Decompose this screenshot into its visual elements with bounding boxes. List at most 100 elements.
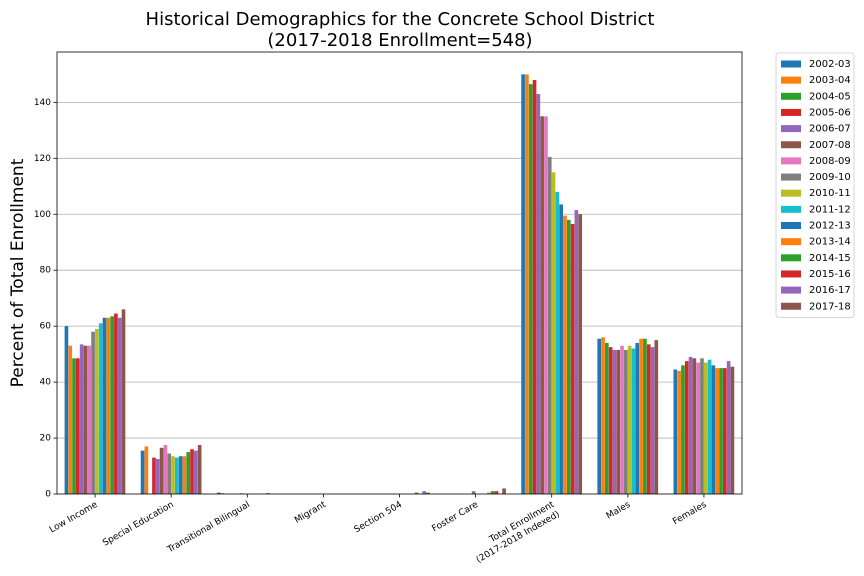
bars [64,74,735,495]
bar-2009-10-cat-0 [91,331,95,494]
bar-2007-08-cat-8 [692,358,697,494]
legend-swatch [781,157,801,165]
bar-2006-07-cat-6 [536,93,541,495]
y-tick-label: 40 [40,378,52,388]
bar-2005-06-cat-1 [152,457,156,494]
bar-2009-10-cat-8 [700,358,704,494]
bar-2011-12-cat-7 [631,348,636,494]
bar-2014-15-cat-8 [719,368,723,494]
bar-2016-17-cat-8 [726,361,731,494]
bar-2006-07-cat-0 [79,344,84,494]
x-tick-label: Section 504 [353,500,405,536]
bar-2014-15-cat-5 [490,491,495,494]
legend-label: 2014-15 [809,253,851,264]
bar-2004-05-cat-7 [605,342,609,494]
legend-swatch [781,173,801,181]
bar-2016-17-cat-0 [117,317,122,494]
bar-2015-16-cat-8 [722,368,727,494]
y-tick-label: 20 [40,434,52,444]
x-tick-label: Foster Care [430,500,480,535]
bar-2014-15-cat-1 [186,452,191,494]
x-tick-label: Males [605,500,633,522]
bar-2011-12-cat-6 [555,191,560,494]
bar-2006-07-cat-1 [155,459,160,494]
bar-2012-13-cat-8 [711,365,716,494]
legend-label: 2007-08 [809,140,851,151]
y-tick-label: 100 [34,210,51,220]
legend-swatch [781,238,801,246]
bar-2006-07-cat-7 [612,349,617,494]
legend-swatch [781,302,801,310]
bar-2013-14-cat-0 [106,317,111,494]
y-axis-label: Percent of Total Enrollment [8,158,28,387]
legend-swatch [781,92,801,100]
y-axis-ticks: 0 20 40 60 80 100 120 140 [34,98,57,500]
bar-2015-16-cat-5 [494,491,499,494]
legend-swatch [781,76,801,84]
bar-2007-08-cat-0 [83,345,88,494]
bar-2009-10-cat-5 [471,491,476,494]
x-tick-label: Transitional Bilingual [165,500,252,556]
bar-2008-09-cat-7 [620,345,624,494]
bar-2007-08-cat-7 [616,349,621,494]
legend-label: 2006-07 [809,124,851,135]
legend-swatch [781,286,801,294]
bar-2013-14-cat-8 [715,368,720,494]
legend-label: 2009-10 [809,172,851,183]
bar-2017-18-cat-4 [426,492,430,494]
bar-2009-10-cat-1 [167,453,172,494]
bar-2010-11-cat-7 [627,345,632,494]
legend-swatch [781,108,801,116]
bar-2012-13-cat-1 [178,456,183,494]
legend-swatch [781,60,801,68]
chart-title: Historical Demographics for the Concrete… [146,9,655,51]
bar-2003-04-cat-6 [525,74,529,494]
legend-label: 2017-18 [809,301,851,312]
bar-2008-09-cat-0 [87,345,92,494]
bar-2012-13-cat-7 [635,342,640,494]
bar-2016-17-cat-7 [650,347,655,494]
bar-2007-08-cat-6 [540,116,544,494]
bar-2014-15-cat-6 [566,219,571,494]
bar-2009-10-cat-6 [547,156,552,494]
bar-2002-03-cat-0 [64,326,69,494]
bar-2007-08-cat-1 [159,447,164,494]
bar-2014-15-cat-7 [643,338,647,494]
bar-2003-04-cat-1 [144,446,149,494]
bar-2005-06-cat-7 [608,347,613,494]
legend-swatch [781,141,801,149]
legend-label: 2004-05 [809,91,851,102]
bar-2014-15-cat-4 [414,492,419,494]
bar-2002-03-cat-1 [140,450,145,494]
bar-2015-16-cat-7 [646,344,651,494]
bar-2002-03-cat-6 [521,74,525,494]
bar-2010-11-cat-1 [171,456,175,494]
bar-2002-03-cat-7 [597,338,602,494]
bar-2016-17-cat-6 [574,210,579,494]
plot-frame [56,51,743,495]
legend-label: 2013-14 [809,237,851,248]
bar-2011-12-cat-0 [98,323,103,494]
legend-label: 2016-17 [809,285,851,296]
bar-2002-03-cat-2 [216,492,221,494]
bar-2013-14-cat-6 [563,215,567,494]
bar-2016-17-cat-1 [194,450,198,494]
bar-2013-14-cat-7 [639,338,643,494]
y-tick-label: 60 [40,322,52,332]
bar-2013-14-cat-5 [487,492,491,494]
bar-2015-16-cat-6 [570,224,575,495]
y-tick-label: 0 [45,490,51,500]
y-tick-label: 120 [34,154,51,164]
chart-title-line-2: (2017-2018 Enrollment=548) [267,30,532,51]
bar-2003-04-cat-7 [601,337,605,494]
legend-swatch [781,189,801,197]
bar-2017-18-cat-5 [502,488,506,494]
y-gridlines [57,101,742,439]
legend-swatch [781,270,801,278]
legend: 2002-03 2003-04 2004-05 2005-06 2006-07 2007-… [775,52,855,318]
bar-2014-15-cat-0 [110,316,114,494]
chart-title-line-1: Historical Demographics for the Concrete… [146,9,655,30]
legend-label: 2010-11 [809,188,851,199]
legend-swatch [781,254,801,262]
bar-2011-12-cat-1 [174,457,179,494]
